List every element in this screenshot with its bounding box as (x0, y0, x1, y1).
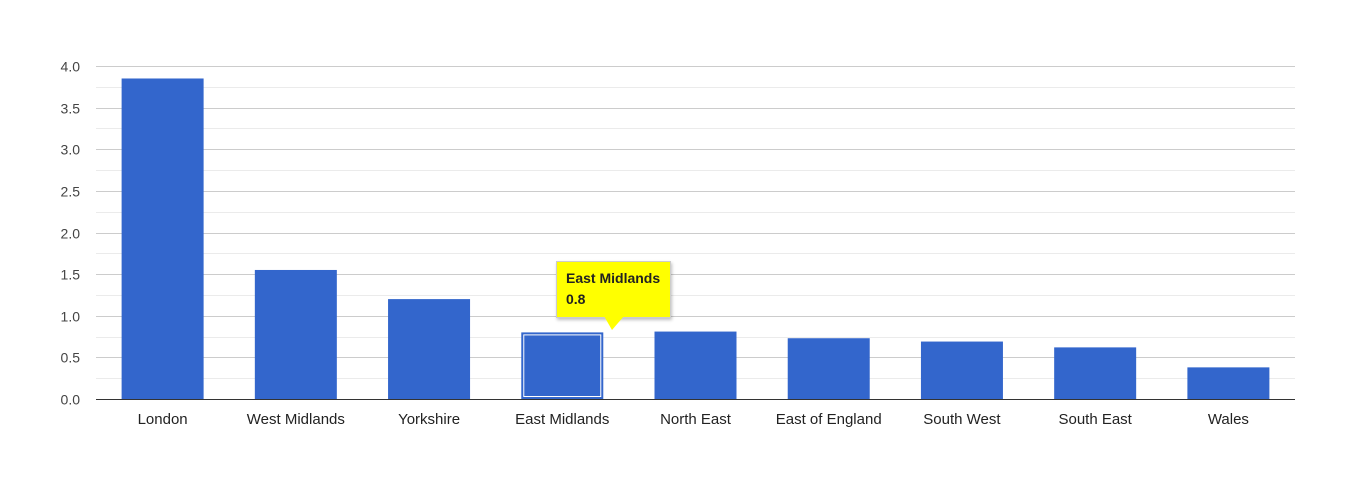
y-tick-label: 0.0 (61, 392, 81, 408)
bar-east-of-england[interactable] (787, 338, 870, 399)
tooltip-category: East Midlands (566, 270, 661, 286)
bar-south-west[interactable] (920, 341, 1003, 399)
y-tick-label: 4.0 (61, 59, 81, 75)
y-tick-label: 1.5 (61, 267, 81, 283)
x-category-label: London (138, 411, 188, 428)
y-tick-label: 0.5 (61, 350, 81, 366)
x-category-label: South West (923, 411, 1001, 428)
bar-yorkshire[interactable] (388, 299, 471, 399)
y-tick-label: 3.5 (61, 101, 81, 117)
bar-north-east[interactable] (654, 331, 737, 399)
bar-west-midlands[interactable] (254, 269, 337, 399)
bar-wales[interactable] (1187, 367, 1270, 399)
x-category-label: West Midlands (247, 411, 345, 428)
tooltip-pointer (604, 316, 624, 330)
bar-london[interactable] (121, 78, 204, 400)
tooltip-value: 0.8 (566, 291, 586, 307)
x-category-label: North East (660, 411, 732, 428)
x-category-label: East of England (776, 411, 882, 428)
x-category-label: Yorkshire (398, 411, 460, 428)
x-category-label: East Midlands (515, 411, 609, 428)
bars (121, 78, 1270, 400)
bar-south-east[interactable] (1054, 347, 1137, 399)
y-axis-tick-labels: 0.0 0.5 1.0 1.5 2.0 2.5 3.0 3.5 4.0 (61, 59, 81, 408)
x-category-label: Wales (1208, 411, 1249, 428)
bar-east-midlands[interactable] (521, 332, 604, 399)
x-category-label: South East (1058, 411, 1132, 428)
tooltip: East Midlands 0.8 (556, 261, 672, 318)
y-tick-label: 2.5 (61, 184, 81, 200)
y-tick-label: 1.0 (61, 309, 81, 325)
bar-highlight-outline (523, 334, 602, 397)
x-axis-category-labels: London West Midlands Yorkshire East Midland… (138, 411, 1249, 428)
y-tick-label: 2.0 (61, 226, 81, 242)
y-tick-label: 3.0 (61, 142, 81, 158)
